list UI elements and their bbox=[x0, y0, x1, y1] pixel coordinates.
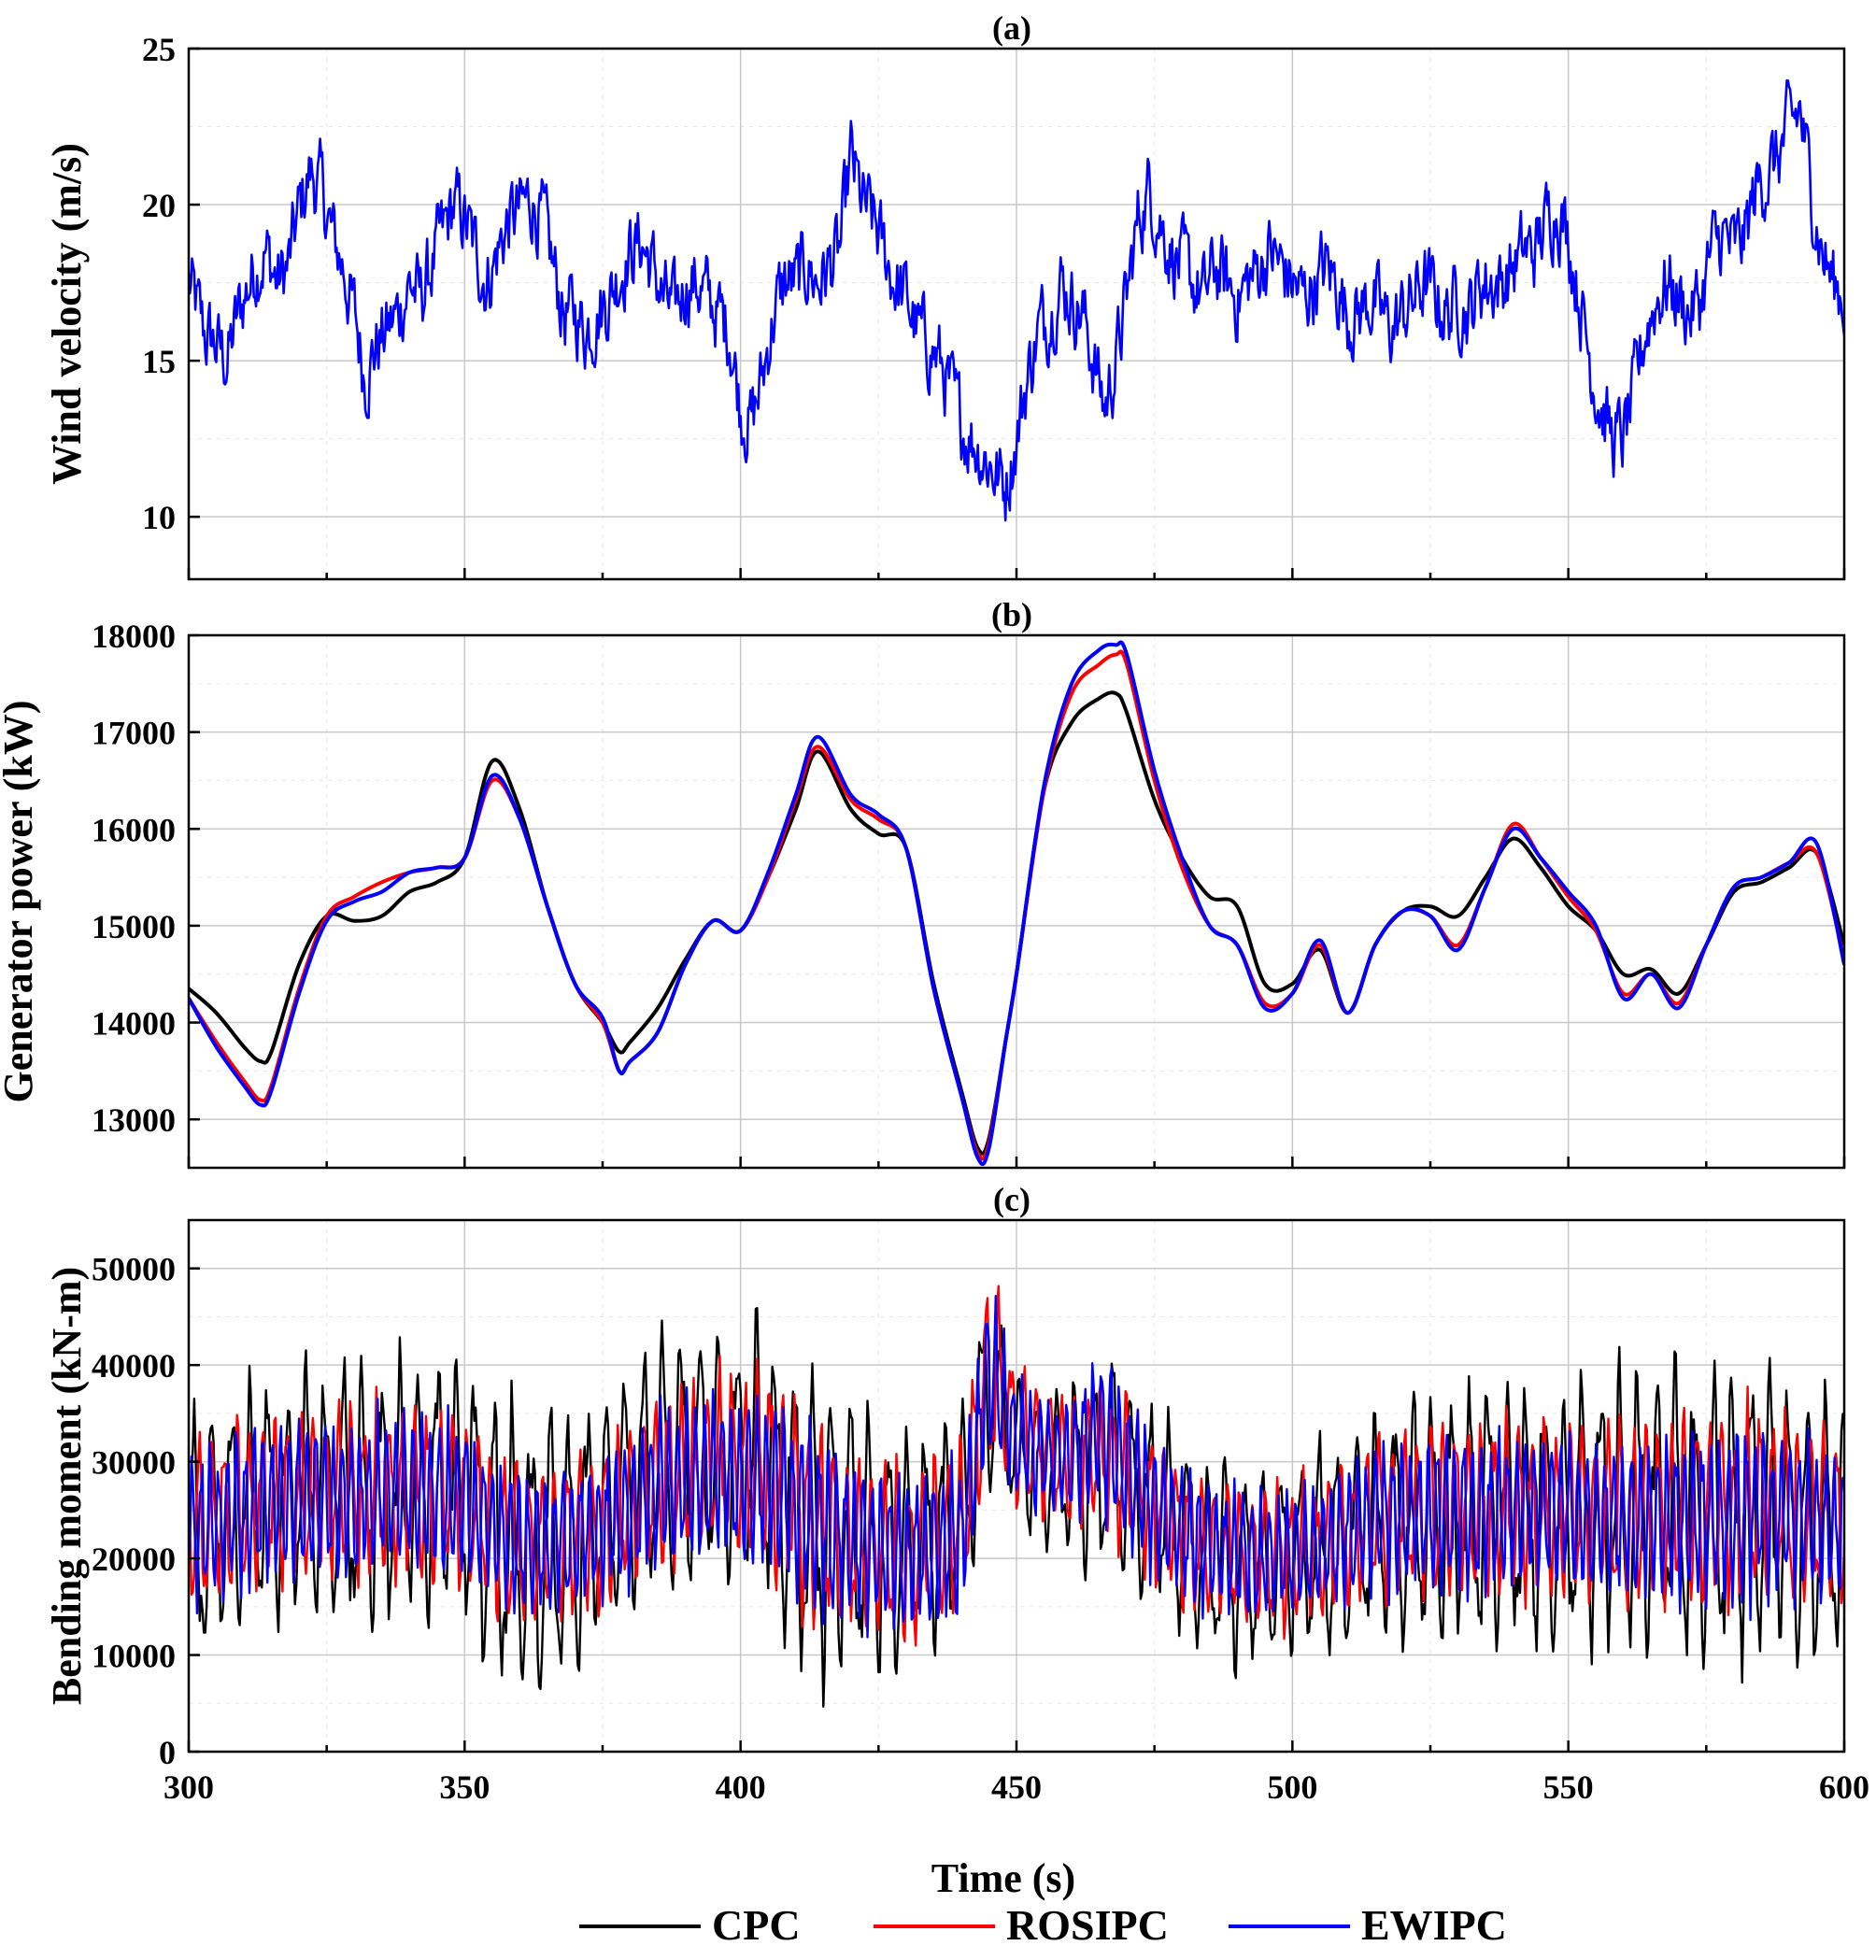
panel-title: (b) bbox=[991, 596, 1032, 633]
panel-title: (a) bbox=[992, 9, 1031, 47]
y-axis-label: Generator power (kW) bbox=[0, 701, 41, 1103]
y-tick-label: 25 bbox=[142, 31, 176, 68]
y-tick-label: 15000 bbox=[92, 908, 176, 945]
y-tick-label: 14000 bbox=[92, 1005, 176, 1043]
series-group bbox=[189, 78, 1844, 522]
legend-entry-rosipc: ROSIPC bbox=[874, 1901, 1169, 1949]
series-line-ewipc bbox=[189, 640, 1844, 1166]
y-tick-label: 40000 bbox=[92, 1347, 176, 1385]
x-tick-label: 400 bbox=[716, 1768, 766, 1806]
y-tick-label: 17000 bbox=[92, 715, 176, 752]
x-tick-label: 550 bbox=[1543, 1768, 1594, 1806]
y-tick-label: 20000 bbox=[92, 1541, 176, 1578]
y-tick-label: 50000 bbox=[92, 1251, 176, 1288]
legend: CPC ROSIPC EWIPC bbox=[579, 1901, 1507, 1949]
legend-label: EWIPC bbox=[1361, 1901, 1507, 1949]
y-tick-label: 0 bbox=[159, 1734, 176, 1771]
panel-a: 10 15 20 25 (a) Wind velocity (m/s) bbox=[44, 9, 1846, 581]
series-group bbox=[189, 640, 1844, 1166]
y-tick-label: 30000 bbox=[92, 1444, 176, 1482]
legend-label: CPC bbox=[712, 1901, 801, 1949]
y-tick-label: 10000 bbox=[92, 1638, 176, 1675]
y-tick-label: 15 bbox=[142, 343, 176, 380]
panel-c: 0 10000 20000 30000 40000 50000 300 350 400 450 50… bbox=[44, 1181, 1869, 1901]
panel-title: (c) bbox=[993, 1181, 1030, 1218]
x-tick-label: 600 bbox=[1819, 1768, 1869, 1806]
y-axis-label: Wind velocity (m/s) bbox=[44, 143, 90, 485]
series-line-ewipc bbox=[189, 1295, 1844, 1639]
x-tick-label: 500 bbox=[1267, 1768, 1317, 1806]
x-tick-label: 450 bbox=[991, 1768, 1042, 1806]
y-tick-label: 13000 bbox=[92, 1101, 176, 1139]
x-axis-label: Time (s) bbox=[931, 1855, 1075, 1901]
x-tick-label: 300 bbox=[163, 1768, 214, 1806]
y-axis-label: Bending moment (kN-m) bbox=[44, 1267, 90, 1705]
series-group bbox=[189, 1285, 1844, 1708]
y-tick-label: 10 bbox=[142, 499, 176, 536]
legend-entry-ewipc: EWIPC bbox=[1229, 1901, 1507, 1949]
x-tick-label: 350 bbox=[439, 1768, 490, 1806]
panel-b: 13000 14000 15000 16000 17000 18000 (b) Generat… bbox=[0, 596, 1846, 1170]
legend-label: ROSIPC bbox=[1006, 1901, 1169, 1949]
legend-entry-cpc: CPC bbox=[579, 1901, 801, 1949]
y-tick-label: 16000 bbox=[92, 811, 176, 848]
y-tick-label: 18000 bbox=[92, 618, 176, 655]
series-line-cpc bbox=[189, 1307, 1844, 1708]
series-line-wind bbox=[189, 78, 1844, 522]
y-tick-label: 20 bbox=[142, 187, 176, 224]
